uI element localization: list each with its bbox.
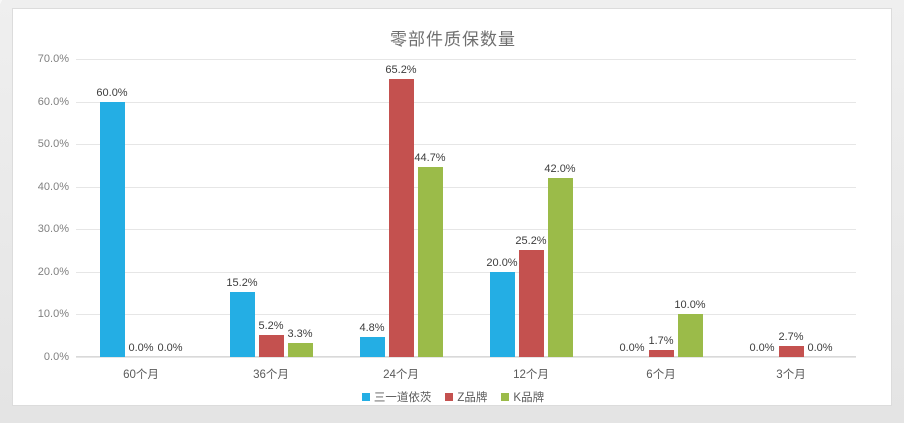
x-axis-category-label: 3个月: [776, 369, 806, 381]
bar-group-bars: 60.0% 0.0% 0.0%: [76, 59, 206, 357]
x-axis-category-label: 6个月: [646, 369, 676, 381]
bar-slot: 0.0%: [157, 59, 183, 357]
bar-value-label: 0.0%: [619, 342, 645, 354]
legend-label: 三一道依茨: [373, 392, 432, 404]
bar-value-label: 20.0%: [486, 256, 518, 269]
legend-label: Z品牌: [457, 392, 488, 404]
bar-group: 15.2% 5.2% 3.3% 36个月: [206, 59, 336, 381]
y-axis-tick-label: 0.0%: [43, 351, 69, 363]
bar-value-label: 65.2%: [385, 64, 417, 77]
gridline: 70.0%: [38, 53, 856, 65]
bar-value-label: 2.7%: [778, 330, 804, 343]
bar-value-label: 0.0%: [807, 342, 833, 354]
y-axis-tick-label: 70.0%: [37, 53, 69, 65]
bar[interactable]: [229, 292, 255, 357]
legend-label: K品牌: [513, 392, 545, 404]
bar-group: 20.0% 25.2% 42.0% 12个月: [466, 59, 596, 381]
y-axis-tick-label: 50.0%: [37, 138, 69, 151]
gridline: 60.0%: [38, 96, 856, 108]
bar-group-bars: 20.0% 25.2% 42.0%: [466, 59, 596, 357]
bar[interactable]: [677, 314, 703, 357]
bar[interactable]: [489, 271, 515, 357]
gridline: 10.0%: [38, 308, 856, 320]
bar-slot: 2.7%: [778, 59, 804, 357]
bar-value-label: 3.3%: [287, 327, 313, 340]
gridline: 20.0%: [38, 266, 856, 278]
bar-slot: 10.0%: [674, 59, 706, 357]
bar-value-label: 10.0%: [674, 299, 706, 312]
legend-item[interactable]: K品牌: [501, 389, 544, 405]
bar-slot: 1.7%: [648, 59, 674, 357]
bar-group: 60.0% 0.0% 0.0% 60个月: [76, 59, 206, 381]
gridline: 50.0%: [38, 138, 856, 150]
bar-value-label: 44.7%: [414, 151, 446, 164]
bar-slot: 60.0%: [96, 59, 128, 357]
bar-value-label: 0.0%: [128, 342, 154, 354]
bar-slot: 65.2%: [385, 59, 417, 357]
bar-slot: 0.0%: [807, 59, 833, 357]
bar-slot: 0.0%: [128, 59, 154, 357]
bar[interactable]: [359, 336, 385, 357]
bar[interactable]: [648, 349, 674, 357]
plot-area: 70.0% 60.0% 50.0% 40.0% 30.0% 20.0% 10.0% 0.0% …: [38, 53, 856, 381]
bar[interactable]: [99, 101, 125, 357]
chart-title: 零部件质保数量: [390, 30, 516, 49]
axis-baseline: [76, 356, 856, 357]
bar-slot: 20.0%: [486, 59, 518, 357]
bar-value-label: 4.8%: [359, 321, 385, 334]
bar-slot: 5.2%: [258, 59, 284, 357]
bar-slot: 44.7%: [414, 59, 446, 357]
bar[interactable]: [417, 166, 443, 357]
bar[interactable]: [258, 334, 284, 357]
bar-value-label: 1.7%: [648, 334, 674, 347]
bar-group: 0.0% 1.7% 10.0% 6个月: [596, 59, 726, 381]
bar[interactable]: [547, 178, 573, 357]
bar-slot: 4.8%: [359, 59, 385, 357]
bar[interactable]: [778, 345, 804, 357]
legend-item[interactable]: Z品牌: [445, 389, 487, 405]
bar-slot: 42.0%: [544, 59, 576, 357]
bar-value-label: 0.0%: [157, 342, 183, 354]
bar-slot: 15.2%: [226, 59, 258, 357]
bar-group: 4.8% 65.2% 44.7% 24个月: [336, 59, 466, 381]
x-axis-category-label: 24个月: [383, 369, 419, 381]
y-axis-tick-label: 60.0%: [37, 95, 69, 108]
bar-group-bars: 0.0% 1.7% 10.0%: [596, 59, 726, 357]
gridline: 40.0%: [38, 181, 856, 193]
bar[interactable]: [287, 342, 313, 357]
x-axis-category-label: 12个月: [513, 369, 549, 381]
bar-slot: 0.0%: [619, 59, 645, 357]
bar-value-label: 0.0%: [749, 342, 775, 354]
bar-group: 0.0% 2.7% 0.0% 3个月: [726, 59, 856, 381]
x-axis-category-label: 36个月: [253, 369, 289, 381]
y-axis-tick-label: 30.0%: [37, 223, 69, 236]
bar-slot: 25.2%: [515, 59, 547, 357]
bar-value-label: 5.2%: [258, 319, 284, 332]
bar[interactable]: [388, 79, 414, 357]
bar-value-label: 25.2%: [515, 234, 547, 247]
bar-value-label: 42.0%: [544, 163, 576, 176]
y-axis-tick-label: 40.0%: [37, 180, 69, 193]
bar-group-bars: 15.2% 5.2% 3.3%: [206, 59, 336, 357]
x-axis-category-label: 60个月: [123, 369, 159, 381]
legend-swatch-icon: [361, 393, 370, 401]
legend-swatch-icon: [501, 393, 510, 401]
chart-legend: 三一道依茨 Z品牌 K品牌: [13, 389, 893, 405]
bar-slot: 3.3%: [287, 59, 313, 357]
gridline: 0.0%: [44, 351, 856, 363]
legend-swatch-icon: [445, 393, 454, 401]
bar-value-label: 60.0%: [96, 86, 128, 99]
bar-group-bars: 4.8% 65.2% 44.7%: [336, 59, 466, 357]
y-axis-tick-label: 10.0%: [37, 308, 69, 321]
bar-group-bars: 0.0% 2.7% 0.0%: [726, 59, 856, 357]
y-axis-tick-label: 20.0%: [37, 265, 69, 278]
gridline: 30.0%: [38, 223, 856, 235]
legend-item[interactable]: 三一道依茨: [361, 389, 432, 405]
bar-slot: 0.0%: [749, 59, 775, 357]
bar[interactable]: [518, 249, 544, 357]
chart-card: 零部件质保数量 70.0% 60.0% 50.0% 40.0% 30.0% 20.0% 10…: [12, 8, 892, 406]
bar-value-label: 15.2%: [226, 277, 258, 290]
